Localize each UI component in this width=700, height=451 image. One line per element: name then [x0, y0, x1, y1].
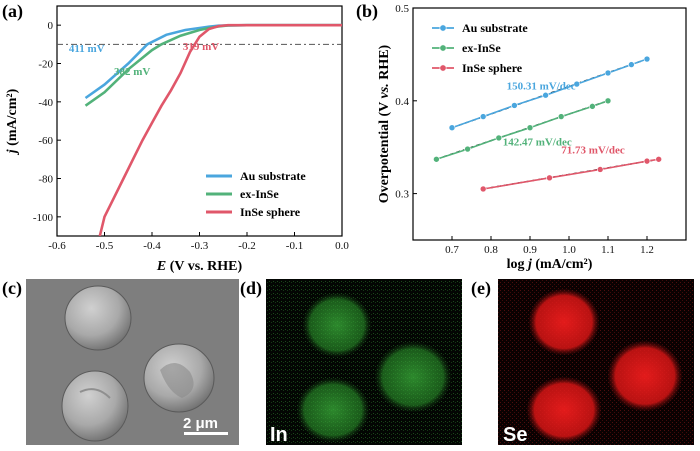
b-point-inse — [546, 174, 553, 182]
in-map-speckle — [266, 279, 462, 445]
panel-b-plot-area: 0.7 0.8 0.9 1.0 1.1 1.2 0.3 0.4 0.5 log j (mA/cm²… — [377, 3, 687, 272]
b-legend-swatch-marker — [439, 44, 447, 52]
b-legend-label: Au substrate — [462, 21, 528, 35]
b-point-au — [573, 80, 581, 88]
b-xtick-label: 0.9 — [523, 244, 537, 256]
se-map-speckle — [498, 279, 694, 445]
a-xtick-label: 0.0 — [335, 240, 349, 252]
b-xtick-label: 1.0 — [562, 244, 576, 256]
panel-e-se-map: Se — [498, 279, 694, 446]
a-xtick-label: -0.6 — [48, 240, 66, 252]
b-xaxis-label: log j (mA/cm²) — [507, 257, 593, 272]
b-point-au — [628, 61, 635, 68]
b-point-exinse — [557, 113, 565, 120]
panel-label-a: (a) — [2, 1, 23, 22]
b-point-exinse — [589, 103, 596, 110]
b-axes-frame — [412, 7, 687, 241]
b-series-line-inse — [483, 158, 659, 190]
a-ytick-label: -100 — [33, 212, 54, 224]
b-slope-annotation: 142.47 mV/dec — [503, 136, 572, 148]
b-legend-swatch-marker — [439, 24, 447, 32]
b-point-exinse — [464, 145, 471, 153]
a-xtick-label: -0.2 — [238, 240, 255, 252]
a-series-line-inse — [98, 23, 342, 236]
scale-bar — [184, 432, 228, 435]
a-ytick-label: -60 — [38, 135, 53, 147]
b-series-line-au — [451, 58, 648, 129]
b-legend-label: ex-InSe — [462, 41, 501, 55]
b-yaxis-label: Overpotential (V vs. RHE) — [377, 44, 392, 203]
a-yaxis-label: j (mA/cm²) — [5, 88, 20, 155]
a-ytick-label: -80 — [38, 174, 53, 186]
panel-label-d: (d) — [240, 278, 262, 299]
b-xaxis-label-j: j — [526, 257, 532, 272]
sem-surface-texture — [160, 362, 194, 398]
b-slope-annotation: 150.31 mV/dec — [507, 81, 576, 93]
panel-a-plot-area: -0.6 -0.5 -0.4 -0.3 -0.2 -0.1 0.0 0 -20 -40 -60 -80… — [5, 5, 349, 274]
scale-bar-label: 2 μm — [183, 415, 218, 432]
b-point-au — [511, 102, 518, 109]
b-xtick-label: 1.1 — [601, 244, 615, 256]
a-xtick-label: -0.4 — [143, 240, 161, 252]
a-yaxis-label-rest: (mA/cm²) — [5, 88, 20, 149]
b-xtick-label: 0.8 — [484, 244, 498, 256]
a-annotation: 319 mV — [183, 41, 219, 53]
a-xaxis-label: E (V vs. RHE) — [156, 259, 243, 274]
a-legend-label: InSe sphere — [240, 205, 301, 219]
in-map-label: In — [270, 424, 288, 446]
b-ytick-label: 0.5 — [395, 3, 409, 15]
a-yaxis-label-j: j — [5, 149, 20, 155]
a-ytick-label: 0 — [48, 20, 54, 32]
panel-label-b: (b) — [356, 1, 378, 22]
panel-label-e: (e) — [471, 278, 491, 299]
a-annotation: 411 mV — [69, 43, 105, 55]
panel-c-sem-image: 2 μm — [26, 279, 239, 445]
panel-d-in-map: In — [266, 279, 462, 446]
b-yaxis-label-vs: vs. — [377, 83, 392, 98]
b-point-au — [448, 124, 456, 132]
b-legend-label: InSe sphere — [462, 61, 523, 75]
b-point-exinse — [433, 155, 440, 163]
b-ytick-label: 0.4 — [395, 96, 409, 108]
a-xtick-label: -0.3 — [191, 240, 209, 252]
sem-sphere-bottom-left — [61, 370, 129, 442]
sem-surface-ridge — [79, 388, 111, 399]
b-xtick-label: 1.2 — [640, 244, 654, 256]
b-point-inse — [596, 166, 604, 173]
b-legend-swatch-marker — [439, 64, 447, 72]
b-yaxis-label-end: RHE) — [377, 44, 392, 83]
b-yaxis-label-main: Overpotential (V — [377, 98, 392, 203]
b-point-au — [643, 55, 651, 63]
b-slope-annotation: 71.73 mV/dec — [561, 145, 625, 157]
b-point-au — [542, 91, 549, 99]
a-xaxis-label-E: E — [156, 259, 166, 274]
b-point-exinse — [604, 97, 612, 105]
a-xaxis-label-rest: (V vs. RHE) — [166, 259, 242, 274]
b-point-inse — [479, 185, 487, 193]
b-point-au — [604, 69, 612, 77]
b-xaxis-label-log: log — [507, 257, 528, 272]
a-xtick-label: -0.1 — [286, 240, 303, 252]
a-ytick-label: -20 — [38, 59, 53, 71]
panel-b-chart: (b) 0.7 0.8 0.9 1.0 1.1 1.2 0.3 0.4 0.5 log j (mA… — [356, 1, 687, 272]
a-annotation: 382 mV — [114, 66, 150, 78]
panel-label-c: (c) — [2, 278, 22, 299]
a-legend-label: ex-InSe — [240, 187, 279, 201]
b-point-au — [479, 113, 487, 120]
panel-a-chart: (a) -0.6 -0.5 -0.4 -0.3 -0.2 -0.1 0.0 0 -20 -40 -6… — [2, 1, 349, 274]
b-point-exinse — [526, 124, 534, 132]
a-series-line-au — [84, 23, 342, 100]
b-point-exinse — [495, 134, 503, 142]
b-point-inse — [655, 155, 663, 163]
se-map-label: Se — [503, 424, 527, 446]
b-point-inse — [643, 157, 651, 165]
a-legend-label: Au substrate — [240, 169, 306, 183]
b-xaxis-label-rest: (mA/cm²) — [532, 257, 593, 272]
a-ytick-label: -40 — [38, 97, 53, 109]
b-ytick-label: 0.3 — [395, 189, 409, 201]
b-xtick-label: 0.7 — [445, 244, 459, 256]
a-xtick-label: -0.5 — [96, 240, 114, 252]
sem-sphere-top — [64, 285, 132, 351]
